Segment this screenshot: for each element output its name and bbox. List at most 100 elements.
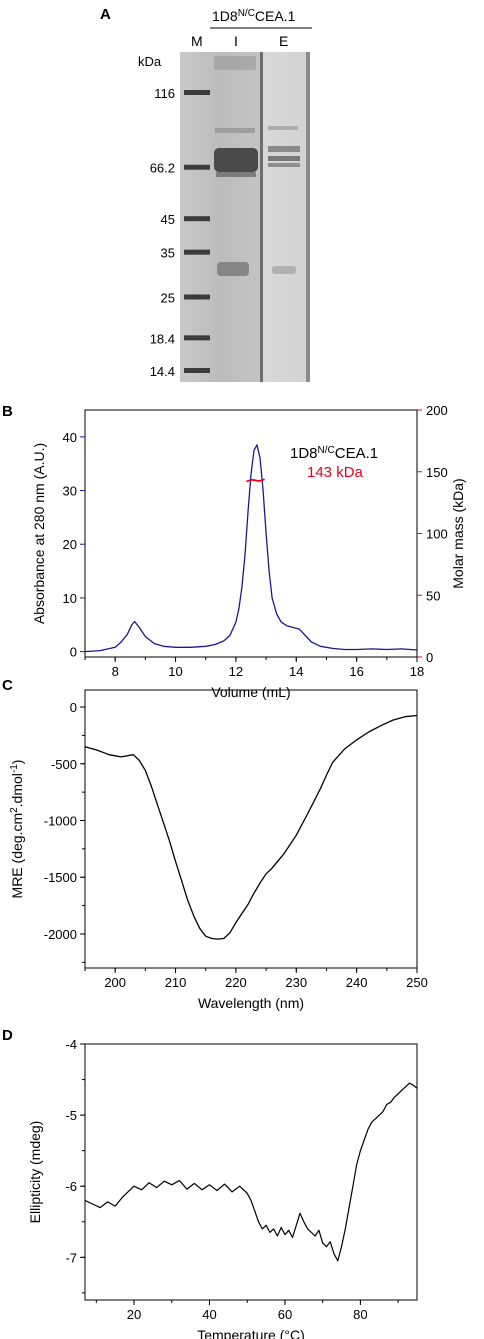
y-tick-label: -2000 <box>44 927 77 942</box>
x-tick-label: 8 <box>112 664 119 679</box>
marker-band <box>184 249 210 255</box>
x-axis-title-d: Temperature (°C) <box>197 1327 305 1339</box>
y-tick-label: 20 <box>63 537 77 552</box>
lane-i-lower-band <box>216 172 256 177</box>
y-ticks-b: 0 10 20 30 40 <box>63 430 85 660</box>
marker-labels: 116 66.2 45 35 25 18.4 14.4 <box>150 86 175 379</box>
x-tick-label: 14 <box>289 664 303 679</box>
y2-tick-label: 50 <box>426 588 440 603</box>
marker-label: 14.4 <box>150 364 175 379</box>
gel-right-edge <box>306 52 310 382</box>
cd-spectrum-chart: C 200 210 220 230 240 250 0 -500 -1000 -1500 -200… <box>2 677 428 1011</box>
series-b <box>84 444 418 653</box>
plot-frame-d <box>84 1043 418 1301</box>
y-tick-label: -7 <box>65 1250 77 1265</box>
y-tick-label: 40 <box>63 430 77 445</box>
gel-right-strip <box>262 52 310 382</box>
lane-e-bands <box>268 126 300 274</box>
annotation-mass-b: 143 kDa <box>307 464 364 481</box>
y-tick-label: 30 <box>63 484 77 499</box>
panel-label-a: A <box>100 6 111 23</box>
marker-band <box>184 164 210 170</box>
x-axis-title-c: Wavelength (nm) <box>198 995 304 1011</box>
x-tick-label: 230 <box>285 975 307 990</box>
lane-label-e: E <box>279 33 288 49</box>
y-tick-label: -1500 <box>44 870 77 885</box>
y-tick-label: 0 <box>70 645 77 660</box>
y-tick-label: -5 <box>65 1108 77 1123</box>
y-ticks-d: -4 -5 -6 -7 <box>65 1037 85 1294</box>
marker-band <box>184 216 210 222</box>
y-tick-label: -1000 <box>44 813 77 828</box>
cd-spectrum-line <box>84 714 418 940</box>
x-axis-title-b: Volume (mL) <box>211 684 290 700</box>
y-ticks-c: 0 -500 -1000 -1500 -2000 <box>44 700 85 963</box>
x-ticks-d: 20 40 60 80 <box>95 1300 399 1322</box>
x-tick-label: 12 <box>229 664 243 679</box>
absorbance-line <box>84 444 418 653</box>
y2-tick-label: 100 <box>426 527 448 542</box>
sec-mals-chart: B 8 10 12 14 16 18 0 10 20 30 40 0 50 100 150 200 Vol… <box>2 403 466 700</box>
panel-label-d: D <box>2 1027 13 1044</box>
lane-e-band-2 <box>268 156 300 161</box>
lane-e-band-3 <box>268 163 300 167</box>
y2-tick-label: 200 <box>426 403 448 418</box>
x-tick-label: 10 <box>168 664 182 679</box>
x-tick-label: 40 <box>202 1307 216 1322</box>
marker-label: 45 <box>161 212 175 227</box>
x-tick-label: 16 <box>349 664 363 679</box>
y-axis-title-c: MRE (deg.cm2.dmol-1) <box>9 760 25 899</box>
y2-axis-title-b: Molar mass (kDa) <box>450 478 466 588</box>
x-ticks-c: 200 210 220 230 240 250 <box>84 968 428 990</box>
molar-mass-line <box>246 478 265 483</box>
lane-e-band-66 <box>268 126 298 130</box>
gel-panel: A 1D8N/CCEA.1 M I E kDa 116 66.2 45 35 25 18.… <box>100 6 312 382</box>
marker-band <box>184 368 210 373</box>
x-tick-label: 200 <box>104 975 126 990</box>
panel-label-b: B <box>2 403 13 420</box>
x-tick-label: 20 <box>127 1307 141 1322</box>
marker-label: 116 <box>154 86 175 101</box>
y-axis-title-d: Ellipticity (mdeg) <box>27 1121 43 1224</box>
x-tick-label: 240 <box>346 975 368 990</box>
y-tick-label: -4 <box>65 1037 77 1052</box>
panel-label-c: C <box>2 677 13 694</box>
series-d <box>84 1082 418 1262</box>
marker-band <box>184 294 210 300</box>
marker-label: 66.2 <box>150 161 175 176</box>
y-tick-label: -6 <box>65 1179 77 1194</box>
x-tick-label: 210 <box>165 975 187 990</box>
x-tick-label: 60 <box>278 1307 292 1322</box>
y-tick-label: 0 <box>70 700 77 715</box>
y2-ticks-b: 0 50 100 150 200 <box>417 403 448 665</box>
y-tick-label: -500 <box>51 757 77 772</box>
marker-label: 25 <box>161 290 175 305</box>
lane-e-band-28 <box>272 266 296 274</box>
y2-tick-label: 150 <box>426 465 448 480</box>
x-tick-label: 18 <box>410 664 424 679</box>
lane-i-bands <box>214 56 258 276</box>
thermal-melt-chart: D 20 40 60 80 -4 -5 -6 -7 Temperature (°C) Ell… <box>2 1027 418 1339</box>
marker-label: 35 <box>161 246 175 261</box>
lane-i-main-band <box>214 148 258 172</box>
plot-frame-c <box>84 689 418 969</box>
thermal-melt-line <box>84 1082 418 1262</box>
y2-tick-label: 0 <box>426 650 433 665</box>
gel-splice-line <box>260 52 263 382</box>
lane-i-band-28 <box>217 262 249 276</box>
lane-e-band-1 <box>268 146 300 152</box>
x-tick-label: 220 <box>225 975 247 990</box>
lane-i-top-smear <box>214 56 256 70</box>
marker-bands <box>184 90 210 373</box>
marker-band <box>184 90 210 95</box>
series-c <box>84 714 418 940</box>
lane-i-band-66 <box>215 128 255 133</box>
lane-label-i: I <box>234 33 238 49</box>
marker-label: 18.4 <box>150 331 175 346</box>
kda-label: kDa <box>138 54 162 69</box>
x-tick-label: 80 <box>353 1307 367 1322</box>
annotation-construct-b: 1D8N/CCEA.1 <box>290 445 378 462</box>
gel-construct-label: 1D8N/CCEA.1 <box>212 8 296 24</box>
y-tick-label: 10 <box>63 591 77 606</box>
